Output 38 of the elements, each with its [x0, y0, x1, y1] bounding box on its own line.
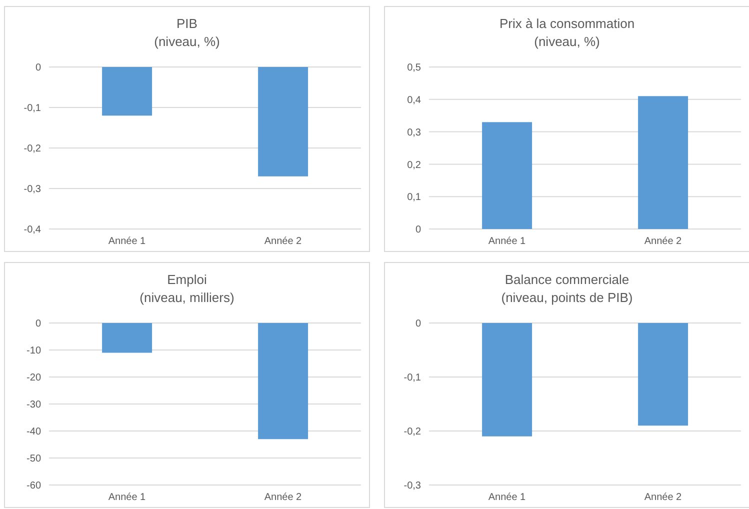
y-tick-label: -10 — [26, 346, 42, 357]
y-tick-label: -0,3 — [404, 480, 422, 492]
y-tick-label: -50 — [26, 454, 42, 465]
x-tick-label: Année 1 — [108, 492, 146, 504]
chart-subtitle: (niveau, milliers) — [138, 289, 236, 307]
y-tick-label: -0,1 — [404, 372, 422, 384]
y-tick-label: -60 — [26, 480, 42, 492]
y-tick-label: -0,3 — [24, 184, 42, 196]
x-tick-label: Année 2 — [264, 492, 302, 504]
y-tick-label: -0,4 — [24, 224, 42, 236]
y-tick-label: -0,2 — [404, 426, 422, 438]
x-tick-label: Année 2 — [644, 236, 682, 248]
x-tick-label: Année 1 — [108, 236, 146, 248]
chart-subtitle: (niveau, points de PIB) — [500, 289, 634, 307]
y-tick-label: 0 — [415, 318, 422, 330]
y-tick-label: -40 — [26, 426, 42, 438]
y-tick-label: 0,5 — [407, 62, 422, 74]
x-tick-label: Année 1 — [488, 492, 526, 504]
y-tick-label: 0 — [415, 224, 422, 236]
y-tick-label: -30 — [26, 400, 42, 411]
y-tick-label: 0,1 — [407, 192, 422, 204]
x-tick-label: Année 2 — [644, 492, 682, 504]
chart-title: Balance commerciale — [504, 271, 630, 289]
y-tick-label: -0,2 — [24, 144, 42, 155]
y-tick-label: 0,3 — [407, 127, 422, 138]
y-tick-label: 0 — [35, 318, 42, 330]
x-tick-label: Année 2 — [264, 236, 302, 248]
y-tick-label: 0,2 — [407, 160, 422, 171]
y-tick-label: -0,1 — [24, 103, 42, 114]
chart-title: Emploi — [166, 271, 208, 289]
x-tick-label: Année 1 — [488, 236, 526, 248]
chart-title: PIB — [176, 15, 198, 33]
chart-title: Prix à la consommation — [498, 15, 636, 33]
chart-subtitle: (niveau, %) — [153, 33, 221, 51]
y-tick-label: 0 — [35, 62, 42, 74]
y-tick-label: 0,4 — [407, 94, 422, 106]
y-tick-label: -20 — [26, 372, 42, 384]
chart-subtitle: (niveau, %) — [533, 33, 601, 51]
